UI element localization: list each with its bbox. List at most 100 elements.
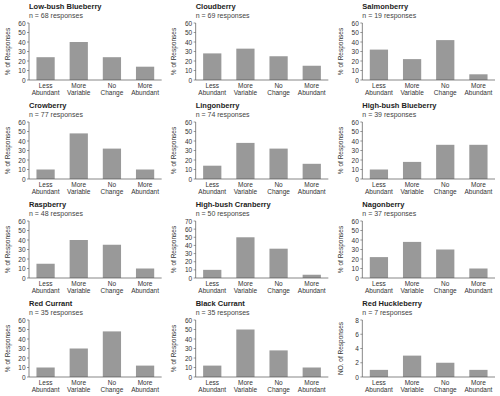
y-tick-label: 40 <box>352 237 360 244</box>
y-tick <box>194 358 196 359</box>
y-tick-label: 50 <box>185 326 193 333</box>
bar <box>269 56 287 80</box>
y-tick <box>360 259 362 260</box>
y-tick <box>27 32 29 33</box>
bars <box>36 240 154 278</box>
y-tick-label: 50 <box>352 29 360 36</box>
y-tick <box>27 160 29 161</box>
panel: 02468LessAbundantMoreVariableNoChangeMor… <box>337 299 495 394</box>
y-tick-label: 30 <box>185 345 193 352</box>
x-tick-label-line: Variable <box>234 188 258 195</box>
y-tick-label: 20 <box>18 157 26 164</box>
bar <box>370 370 388 377</box>
bar <box>403 242 421 278</box>
y-tick <box>27 348 29 349</box>
y-tick <box>194 80 196 81</box>
x-tick-label-line: No <box>441 181 450 188</box>
x-tick-label: NoChange <box>434 181 457 196</box>
x-tick-label: NoChange <box>101 82 124 97</box>
bar <box>103 57 121 80</box>
subtitle: n = 39 responses <box>362 111 416 119</box>
x-tick-label: LessAbundant <box>365 181 393 195</box>
y-tick <box>360 80 362 81</box>
bar <box>36 170 54 180</box>
x-tick-label: MoreAbundant <box>464 280 492 294</box>
bar <box>236 237 254 278</box>
y-tick <box>194 141 196 142</box>
x-tick-label: LessAbundant <box>32 280 60 294</box>
x-tick-label-line: Change <box>267 89 290 97</box>
x-tick-label-line: Abundant <box>131 89 159 96</box>
y-tick-label: 0 <box>189 374 193 381</box>
y-tick-label: 20 <box>352 256 360 263</box>
x-tick-label: MoreVariable <box>400 82 424 96</box>
y-tick <box>27 358 29 359</box>
subtitle: n = 77 responses <box>29 111 83 119</box>
bar <box>236 143 254 179</box>
bars <box>370 242 488 278</box>
y-tick-label: 60 <box>352 20 360 27</box>
y-tick <box>360 179 362 180</box>
y-tick-label: 40 <box>352 138 360 145</box>
y-tick <box>194 23 196 24</box>
x-tick-label: LessAbundant <box>365 82 393 96</box>
x-tick-label-line: More <box>471 280 486 287</box>
y-tick <box>194 122 196 123</box>
panel: 0102030405060LessAbundantMoreVariableNoC… <box>4 299 162 394</box>
x-tick-label-line: Less <box>39 181 53 188</box>
y-tick <box>360 23 362 24</box>
x-tick-label: MoreAbundant <box>464 379 492 393</box>
y-tick <box>194 348 196 349</box>
x-tick-label-line: Abundant <box>131 287 159 294</box>
y-tick <box>27 377 29 378</box>
x-axis-line <box>29 278 162 279</box>
y-tick-label: 50 <box>352 128 360 135</box>
x-tick-label-line: Change <box>434 287 457 295</box>
x-tick-label: LessAbundant <box>198 280 226 294</box>
y-tick-label: 50 <box>185 234 193 241</box>
y-tick <box>194 169 196 170</box>
x-tick-label-line: More <box>71 82 86 89</box>
y-tick-label: 30 <box>185 250 193 257</box>
y-tick <box>360 131 362 132</box>
x-tick-label: LessAbundant <box>365 280 393 294</box>
y-tick-label: 60 <box>18 119 26 126</box>
bars <box>370 145 488 179</box>
x-tick-label: MoreVariable <box>67 82 91 96</box>
bar <box>303 164 321 179</box>
y-tick-label: 30 <box>18 147 26 154</box>
x-tick-label-line: Variable <box>400 188 424 195</box>
bar <box>103 245 121 278</box>
y-tick-label: 60 <box>185 20 193 27</box>
x-tick-label: LessAbundant <box>198 379 226 393</box>
y-tick-label: 10 <box>18 67 26 74</box>
bar <box>203 53 221 80</box>
y-tick <box>360 268 362 269</box>
y-tick <box>360 240 362 241</box>
x-axis-line <box>362 179 495 180</box>
y-tick-label: 40 <box>18 39 26 46</box>
y-axis-line <box>195 221 196 278</box>
x-tick-label-line: Less <box>372 280 386 287</box>
y-tick <box>360 122 362 123</box>
y-tick <box>194 32 196 33</box>
bars <box>370 356 488 377</box>
title: Red Currant <box>29 299 73 308</box>
bar <box>436 145 454 179</box>
x-tick-label-line: Abundant <box>464 386 492 393</box>
x-tick-label: MoreAbundant <box>131 181 159 195</box>
bars <box>203 330 321 378</box>
y-tick <box>360 32 362 33</box>
x-tick-label: MoreAbundant <box>298 82 326 96</box>
x-tick-label-line: No <box>108 379 117 386</box>
x-tick-label-line: No <box>274 82 283 89</box>
y-tick <box>194 150 196 151</box>
y-tick-label: 10 <box>185 166 193 173</box>
bar <box>136 269 154 279</box>
y-tick <box>27 221 29 222</box>
y-tick <box>360 141 362 142</box>
x-tick-label-line: No <box>108 82 117 89</box>
panel: 0102030405060LessAbundantMoreVariableNoC… <box>4 200 162 295</box>
x-tick-label-line: No <box>441 280 450 287</box>
y-tick <box>27 80 29 81</box>
